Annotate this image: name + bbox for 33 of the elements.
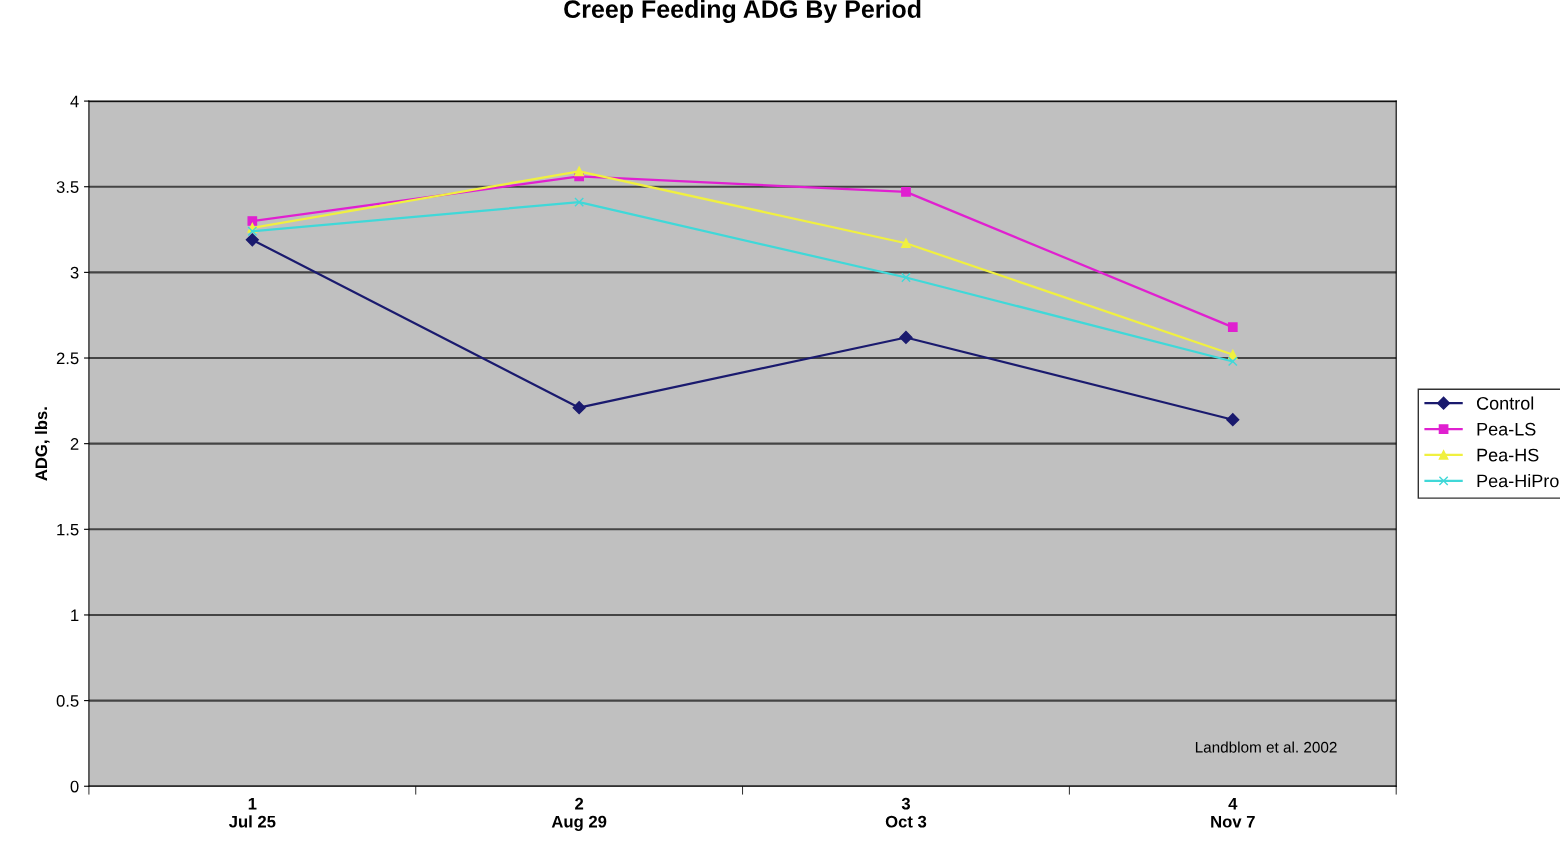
point — [901, 238, 911, 249]
point — [899, 330, 913, 345]
chart-title: Creep Feeding ADG By Period — [564, 0, 921, 24]
x-tick-label: 1 Jul 25 — [228, 797, 276, 828]
x-tick-label: 4 Nov 7 — [1211, 797, 1255, 828]
annotation: Landblom et al. 2002 — [1195, 741, 1337, 753]
y-tick-label: 2.5 — [56, 352, 79, 365]
legend-label: Pea-HiPro — [1477, 474, 1559, 488]
point — [901, 187, 911, 197]
x-tick-label: 2 Aug 29 — [551, 797, 607, 831]
point — [1227, 356, 1238, 367]
point — [901, 272, 911, 283]
point — [1226, 413, 1240, 427]
y-tick-label: 4 — [70, 95, 79, 108]
point — [247, 216, 258, 226]
point — [1227, 322, 1238, 333]
point — [247, 226, 258, 237]
point — [574, 166, 585, 177]
y-tick-label: 0 — [70, 780, 79, 793]
legend-label: Control — [1477, 396, 1534, 410]
y-tick-label: 3 — [70, 266, 79, 279]
y-axis-title: ADG, lbs. — [34, 407, 50, 481]
point — [572, 401, 586, 415]
y-tick-label: 1.5 — [57, 523, 79, 536]
y-tick-label: 2 — [70, 438, 79, 450]
x-tick-label: 3 Oct 3 — [885, 797, 927, 828]
y-tick-label: 0.5 — [56, 695, 79, 707]
legend-label: Pea-HS — [1477, 448, 1539, 462]
point — [574, 197, 585, 208]
y-tick-label: 1 — [71, 609, 79, 621]
point — [245, 233, 259, 247]
legend-label: Pea-LS — [1477, 422, 1536, 436]
y-tick-label: 3.5 — [56, 181, 79, 193]
